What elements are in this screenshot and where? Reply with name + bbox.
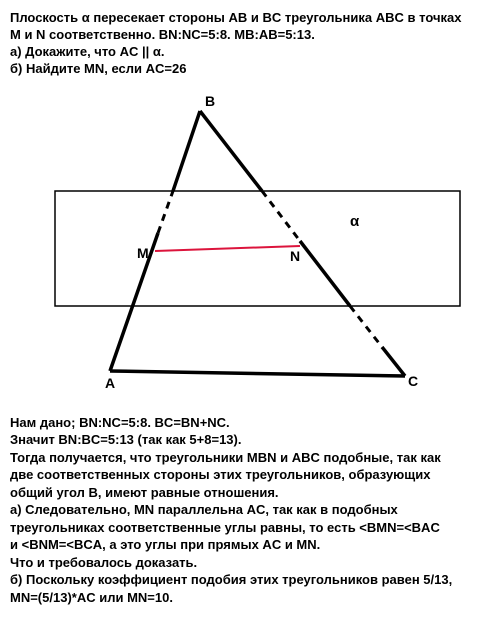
solution-line: Значит BN:BC=5:13 (так как 5+8=13). — [10, 431, 490, 449]
solution-line: треугольниках соответственные углы равны… — [10, 519, 490, 537]
solution-line: две соответственных стороны этих треугол… — [10, 466, 490, 484]
label-C: C — [408, 373, 418, 389]
geometry-diagram: B A C M N α — [10, 86, 490, 406]
problem-line: Плоскость α пересекает стороны AB и BC т… — [10, 10, 490, 27]
label-M: M — [137, 245, 149, 261]
solution-line: Нам дано; BN:NC=5:8. BC=BN+NC. — [10, 414, 490, 432]
line-BC-mid — [300, 241, 350, 306]
label-B: B — [205, 93, 215, 109]
solution-line: MN=(5/13)*AC или MN=10. — [10, 589, 490, 607]
problem-line: M и N соответственно. BN:NC=5:8. MB:AB=5… — [10, 27, 490, 44]
line-AB-lower — [110, 233, 158, 371]
line-MN — [155, 246, 300, 251]
solution-line: Что и требовалось доказать. — [10, 554, 490, 572]
problem-line: а) Докажите, что AC || α. — [10, 44, 490, 61]
problem-statement: Плоскость α пересекает стороны AB и BC т… — [10, 10, 490, 78]
line-BC-dash2 — [350, 306, 382, 347]
diagram-svg: B A C M N α — [10, 86, 490, 406]
solution-text: Нам дано; BN:NC=5:8. BC=BN+NC. Значит BN… — [10, 414, 490, 607]
problem-line: б) Найдите MN, если AC=26 — [10, 61, 490, 78]
line-AC — [110, 371, 405, 376]
line-BC-upper — [200, 111, 262, 191]
label-A: A — [105, 375, 115, 391]
label-N: N — [290, 248, 300, 264]
line-BC-dash1 — [262, 191, 300, 241]
solution-line: общий угол B, имеют равные отношения. — [10, 484, 490, 502]
solution-line: и <BNM=<BCA, а это углы при прямых AC и … — [10, 536, 490, 554]
line-BC-lower — [382, 347, 405, 376]
line-AB-dash — [158, 191, 173, 233]
solution-line: б) Поскольку коэффициент подобия этих тр… — [10, 571, 490, 589]
line-AB-upper — [173, 111, 200, 191]
label-alpha: α — [350, 213, 360, 230]
solution-line: Тогда получается, что треугольники MBN и… — [10, 449, 490, 467]
solution-line: а) Следовательно, MN параллельна AC, так… — [10, 501, 490, 519]
plane-rect — [55, 191, 460, 306]
